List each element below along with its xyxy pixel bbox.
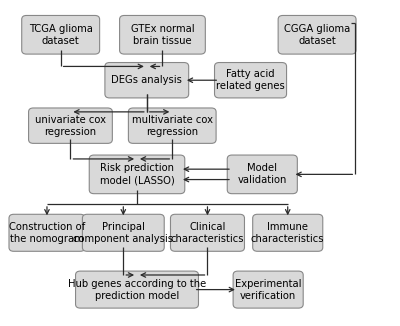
Text: TCGA glioma
dataset: TCGA glioma dataset bbox=[29, 24, 93, 46]
Text: CGGA glioma
dataset: CGGA glioma dataset bbox=[284, 24, 350, 46]
Text: DEGs analysis: DEGs analysis bbox=[111, 75, 182, 85]
Text: Fatty acid
related genes: Fatty acid related genes bbox=[216, 69, 285, 91]
Text: univariate cox
regression: univariate cox regression bbox=[35, 115, 106, 137]
FancyBboxPatch shape bbox=[128, 108, 216, 143]
FancyBboxPatch shape bbox=[105, 63, 189, 98]
FancyBboxPatch shape bbox=[76, 271, 198, 308]
Text: Hub genes according to the
prediction model: Hub genes according to the prediction mo… bbox=[68, 279, 206, 301]
FancyBboxPatch shape bbox=[89, 155, 185, 194]
Text: Immune
characteristics: Immune characteristics bbox=[251, 222, 324, 244]
Text: Clinical
characteristics: Clinical characteristics bbox=[171, 222, 244, 244]
FancyBboxPatch shape bbox=[9, 214, 85, 251]
Text: Model
validation: Model validation bbox=[238, 163, 287, 185]
FancyBboxPatch shape bbox=[227, 155, 297, 194]
FancyBboxPatch shape bbox=[214, 63, 286, 98]
Text: multivariate cox
regression: multivariate cox regression bbox=[132, 115, 213, 137]
Text: GTEx normal
brain tissue: GTEx normal brain tissue bbox=[131, 24, 194, 46]
FancyBboxPatch shape bbox=[120, 15, 205, 54]
Text: Risk prediction
model (LASSO): Risk prediction model (LASSO) bbox=[100, 163, 174, 185]
FancyBboxPatch shape bbox=[82, 214, 164, 251]
FancyBboxPatch shape bbox=[28, 108, 112, 143]
Text: Experimental
verification: Experimental verification bbox=[235, 279, 302, 301]
Text: Construction of
the nomogram: Construction of the nomogram bbox=[9, 222, 85, 244]
FancyBboxPatch shape bbox=[233, 271, 303, 308]
FancyBboxPatch shape bbox=[22, 15, 100, 54]
FancyBboxPatch shape bbox=[170, 214, 244, 251]
FancyBboxPatch shape bbox=[278, 15, 356, 54]
Text: Principal
component analysis: Principal component analysis bbox=[73, 222, 173, 244]
FancyBboxPatch shape bbox=[253, 214, 323, 251]
